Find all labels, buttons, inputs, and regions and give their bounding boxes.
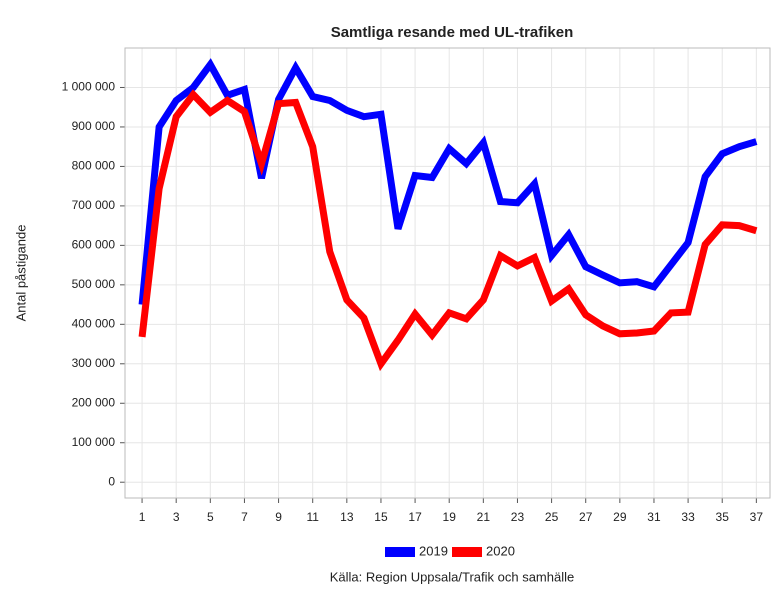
- x-tick-label: 21: [477, 510, 491, 524]
- plot-frame: [124, 47, 771, 499]
- x-tick-label: 31: [647, 510, 661, 524]
- x-tick-label: 23: [511, 510, 525, 524]
- chart-title: Samtliga resande med UL-trafiken: [331, 24, 574, 41]
- legend-label: 2020: [486, 543, 515, 558]
- x-tick-label: 29: [613, 510, 627, 524]
- line-series: [138, 89, 758, 372]
- legend-swatch: [452, 547, 482, 557]
- x-tick-label: 13: [340, 510, 354, 524]
- x-tick-label: 33: [681, 510, 695, 524]
- x-tick-label: 17: [408, 510, 422, 524]
- x-tick-label: 25: [545, 510, 559, 524]
- x-tick-label: 35: [716, 510, 730, 524]
- y-tick-label: 800 000: [72, 159, 116, 173]
- y-tick-label: 400 000: [72, 316, 116, 330]
- x-tick-label: 37: [750, 510, 764, 524]
- y-tick-label: 100 000: [72, 435, 116, 449]
- y-tick-label: 1 000 000: [62, 80, 116, 94]
- y-tick-label: 700 000: [72, 198, 116, 212]
- x-tick-label: 11: [306, 510, 319, 524]
- x-tick-label: 5: [207, 510, 214, 524]
- y-axis-label: Antal påstigande: [13, 225, 28, 322]
- x-tick-label: 27: [579, 510, 593, 524]
- x-tick-label: 1: [139, 510, 146, 524]
- x-tick-label: 19: [443, 510, 457, 524]
- legend-label: 2019: [419, 543, 448, 558]
- y-tick-label: 0: [108, 474, 115, 488]
- y-tick-label: 600 000: [72, 238, 116, 252]
- y-tick-label: 900 000: [72, 119, 116, 133]
- x-tick-label: 3: [173, 510, 180, 524]
- line-series: [138, 58, 758, 305]
- y-tick-label: 200 000: [72, 395, 116, 409]
- x-tick-label: 7: [241, 510, 248, 524]
- source-note: Källa: Region Uppsala/Trafik och samhäll…: [330, 569, 574, 584]
- y-tick-label: 300 000: [72, 356, 116, 370]
- legend-swatch: [385, 547, 415, 557]
- x-tick-label: 9: [275, 510, 282, 524]
- y-tick-label: 500 000: [72, 277, 116, 291]
- x-tick-label: 15: [374, 510, 388, 524]
